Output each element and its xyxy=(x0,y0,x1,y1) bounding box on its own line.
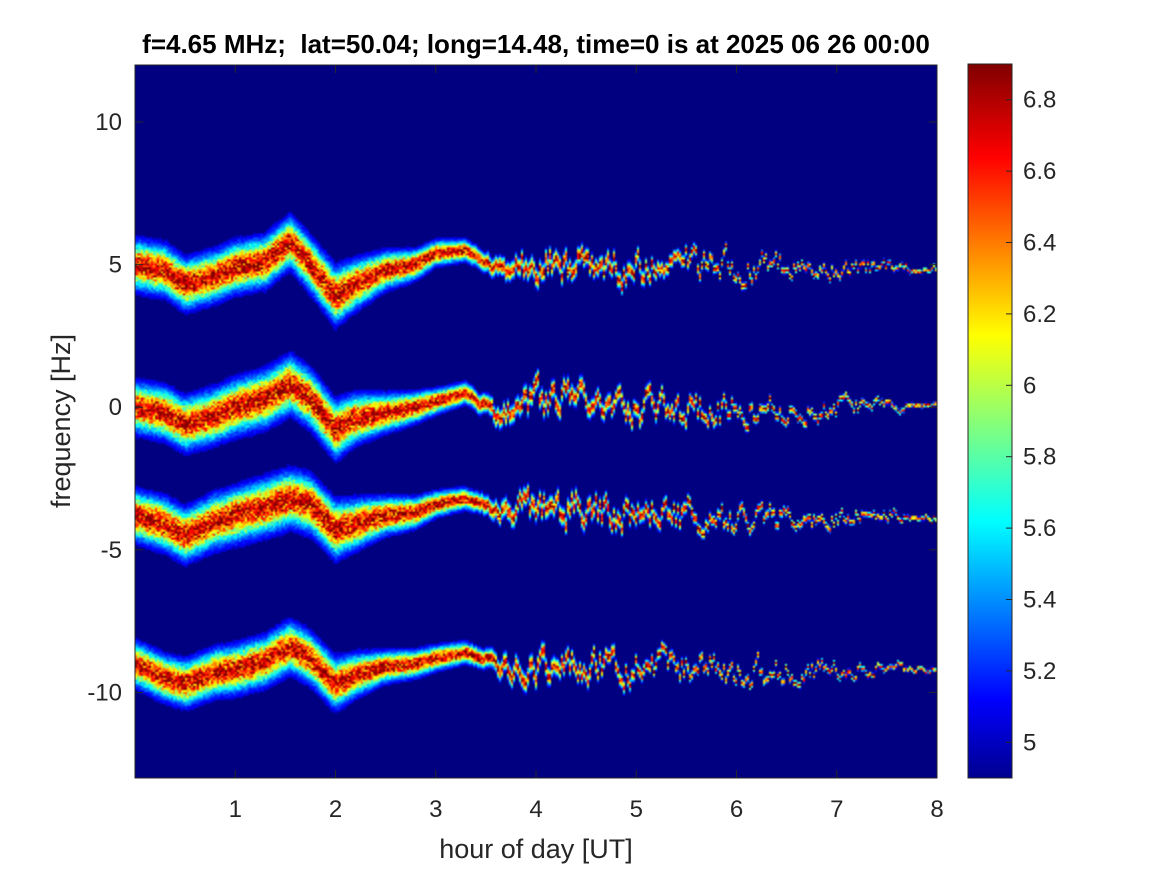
colorbar-tick-label: 6.4 xyxy=(1023,230,1056,257)
colorbar-tick-label: 6.8 xyxy=(1023,87,1056,114)
colorbar-tick-label: 6 xyxy=(1023,372,1036,399)
colorbar-ticks: 6.8 6.6 6.4 6.2 6 5.8 5.6 5.4 5.2 5 xyxy=(1006,87,1056,756)
y-tick-label: -5 xyxy=(101,537,122,564)
x-axis-ticks: 1 2 3 4 5 6 7 8 xyxy=(229,65,944,823)
colorbar-tick-label: 5.4 xyxy=(1023,587,1056,614)
y-axis-ticks: 10 5 0 -5 -10 xyxy=(87,109,937,706)
colorbar-tick-label: 5.2 xyxy=(1023,658,1056,685)
colorbar-tick-label: 6.2 xyxy=(1023,301,1056,328)
x-tick-label: 3 xyxy=(429,796,442,823)
x-tick-label: 8 xyxy=(930,796,943,823)
y-tick-label: 0 xyxy=(109,394,122,421)
colorbar-tick-label: 5 xyxy=(1023,729,1036,756)
y-tick-label: 5 xyxy=(109,252,122,279)
y-axis-label: frequency [Hz] xyxy=(46,334,76,508)
y-tick-label: 10 xyxy=(95,109,122,136)
x-tick-label: 5 xyxy=(630,796,643,823)
x-tick-label: 4 xyxy=(529,796,542,823)
x-tick-label: 6 xyxy=(730,796,743,823)
chart-title: f=4.65 MHz; lat=50.04; long=14.48, time=… xyxy=(142,29,930,59)
y-tick-label: -10 xyxy=(87,679,122,706)
plot-frame xyxy=(134,64,938,779)
x-tick-label: 7 xyxy=(830,796,843,823)
spectrogram-heatmap xyxy=(135,65,937,778)
colorbar-tick-label: 5.6 xyxy=(1023,515,1056,542)
x-axis-label: hour of day [UT] xyxy=(439,834,633,864)
colorbar xyxy=(967,63,1013,779)
colorbar-tick-label: 5.8 xyxy=(1023,444,1056,471)
x-tick-label: 1 xyxy=(229,796,242,823)
colorbar-tick-label: 6.6 xyxy=(1023,158,1056,185)
x-tick-label: 2 xyxy=(329,796,342,823)
